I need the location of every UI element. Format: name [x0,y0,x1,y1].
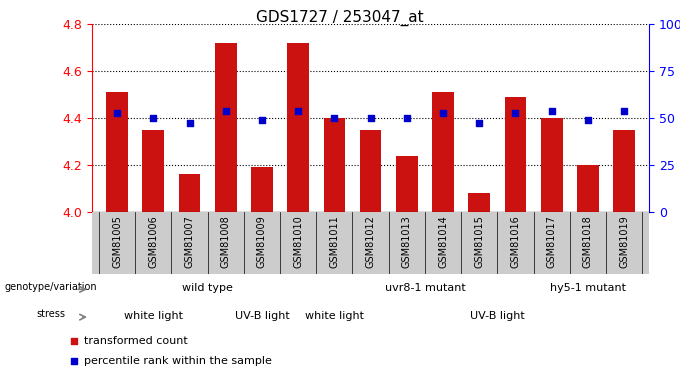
Point [582,117,593,123]
Bar [505,97,526,212]
Bar [577,165,598,212]
Text: GDS1727 / 253047_at: GDS1727 / 253047_at [256,9,424,26]
Text: UV-B light: UV-B light [235,311,290,321]
Point [510,111,521,117]
Bar [215,43,237,212]
Bar [251,167,273,212]
Text: GSM81011: GSM81011 [329,215,339,268]
Point [546,108,557,114]
Text: GSM81008: GSM81008 [221,215,231,268]
Text: uvr8-1 mutant: uvr8-1 mutant [384,283,465,293]
Point [474,120,485,126]
Text: GSM81010: GSM81010 [293,215,303,268]
Bar [541,118,562,212]
Point [322,279,333,285]
Text: white light: white light [305,311,364,321]
Bar [396,156,418,212]
Text: transformed count: transformed count [84,336,188,345]
Text: GSM81017: GSM81017 [547,215,557,268]
Point [220,108,231,114]
Text: hy5-1 mutant: hy5-1 mutant [550,283,626,293]
Bar [143,130,164,212]
Text: GSM81019: GSM81019 [619,215,629,268]
Point [112,111,122,117]
Point [329,115,340,121]
Text: GSM81006: GSM81006 [148,215,158,268]
Bar [360,130,381,212]
Text: GSM81014: GSM81014 [438,215,448,268]
Text: GSM81015: GSM81015 [474,215,484,268]
Bar [432,92,454,212]
Bar [469,193,490,212]
Text: percentile rank within the sample: percentile rank within the sample [84,356,272,366]
Text: GSM81012: GSM81012 [366,215,375,268]
Text: GSM81005: GSM81005 [112,215,122,268]
Point [322,91,333,97]
Bar [106,92,128,212]
Text: genotype/variation: genotype/variation [4,282,97,292]
Point [148,115,159,121]
Point [293,108,304,114]
Text: GSM81009: GSM81009 [257,215,267,268]
Point [437,111,448,117]
Point [619,108,630,114]
Point [401,115,412,121]
Text: GSM81007: GSM81007 [184,215,194,268]
Text: GSM81018: GSM81018 [583,215,593,268]
Text: GSM81013: GSM81013 [402,215,412,268]
Text: white light: white light [124,311,183,321]
Text: UV-B light: UV-B light [470,311,525,321]
Bar [613,130,635,212]
Text: stress: stress [36,309,65,320]
Point [256,117,267,123]
Point [184,120,195,126]
Text: wild type: wild type [182,283,233,293]
Bar [288,43,309,212]
Text: GSM81016: GSM81016 [511,215,520,268]
Bar [324,118,345,212]
Bar [179,174,201,212]
Point [365,115,376,121]
